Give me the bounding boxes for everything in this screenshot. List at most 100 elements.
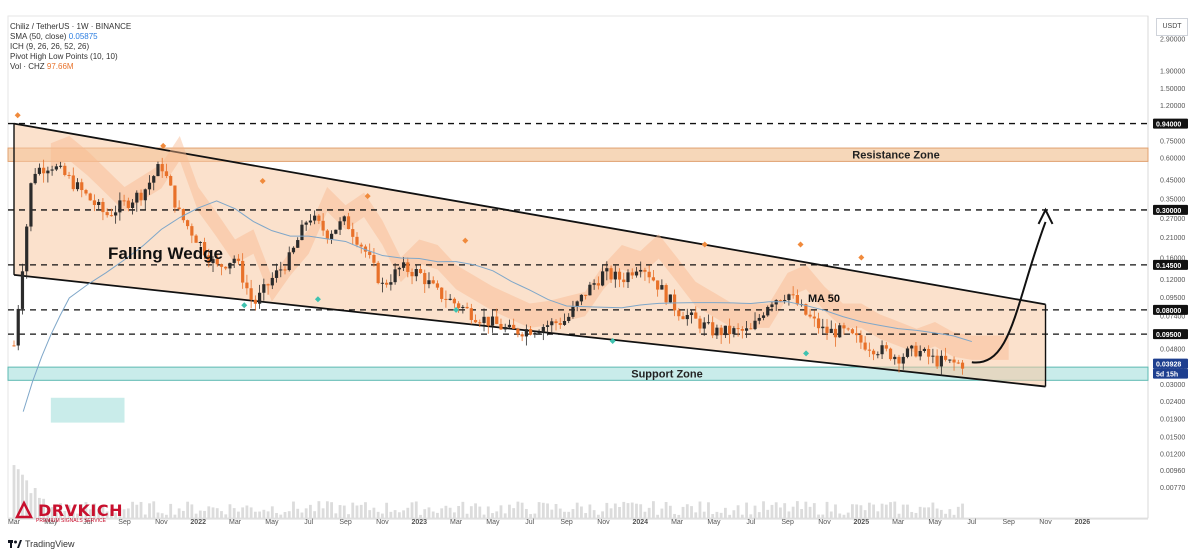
candle-body [169,176,173,186]
volume-bar [867,502,871,518]
volume-bar [118,508,122,518]
volume-bar [465,513,469,518]
volume-bar [571,509,575,518]
volume-bar [503,513,507,518]
volume-bar [67,505,71,518]
volume-bar [372,507,376,518]
currency-label[interactable]: USDT [1156,18,1188,36]
time-tick-label: Mar [671,519,684,526]
candle-body [744,328,749,331]
volume-bar [181,510,185,518]
time-tick-label: Jul [746,519,755,526]
candle-body [901,356,905,364]
candle-body [808,314,812,317]
volume-bar [779,507,782,518]
candle-body [537,332,541,334]
volume-bar [601,511,604,518]
tradingview-footer[interactable]: TradingView [8,539,75,549]
candle-body [698,318,702,329]
candle-body [939,355,943,367]
price-tick-label: 0.04800 [1160,346,1185,353]
volume-bar [770,504,774,518]
volume-bar [313,511,317,518]
pivot-legend[interactable]: Pivot High Low Points (10, 10) [10,52,118,61]
support-zone-label: Support Zone [631,369,703,381]
volume-bar [194,513,198,518]
sma-legend[interactable]: SMA (50, close) 0.05875 [10,32,131,42]
volume-bar [728,514,732,518]
volume-bar [232,508,236,518]
time-tick-label: May [44,519,58,526]
candle-body [473,319,478,323]
volume-bar [927,507,931,518]
candle-body [719,327,723,336]
candle-body [567,316,571,322]
volume-bar [376,511,380,518]
volume-legend[interactable]: Vol · CHZ 97.66M [10,62,131,72]
volume-bar [588,504,592,518]
price-tag-line [1153,259,1188,270]
volume-bar [736,505,740,518]
volume-bar [795,501,799,518]
time-tick-label: Jul [304,519,313,526]
candle-body [960,362,965,369]
support-zone [7,366,1149,381]
volume-value: 97.66M [46,62,74,71]
candle-body [84,190,88,194]
candle-body [833,328,838,338]
volume-bar [609,508,613,518]
candle-body [262,284,266,293]
price-tick-label: 0.12000 [1160,277,1185,284]
volume-bar [321,508,325,518]
candle-body [643,269,647,272]
volume-bar [80,504,84,518]
volume-bar [368,510,372,518]
time-tick-label: May [707,519,721,526]
zones: Resistance Zone Support Zone [7,147,1149,381]
ichimoku-legend[interactable]: ICH (9, 26, 26, 52, 26) [10,42,90,51]
volume-bar [660,508,664,518]
volume-bar [431,511,435,518]
price-tag-line [1153,204,1188,215]
sma-50-line [22,200,972,412]
volume-bar [275,513,278,518]
candle-body [236,258,241,261]
candle-body [740,328,744,331]
pivot-low-marker [314,296,321,303]
price-tick-label: 0.01200 [1160,451,1185,458]
candle-body [380,282,384,284]
candle-body [190,226,194,236]
volume-bar [414,501,418,518]
candle-body [97,201,101,206]
price-tag-line [1153,118,1188,129]
candle-body [918,351,922,357]
candle-body [689,312,694,315]
candle-body [270,277,274,286]
candle-body [778,300,783,302]
time-tick-label: Nov [1039,519,1052,526]
volume-bar [190,504,194,518]
candle-body [12,345,16,347]
price-tag-label: 0.94000 [1156,122,1181,129]
volume-bar [452,512,456,518]
volume-bar [270,506,274,518]
volume-bar [42,498,46,518]
volume-bar [126,508,130,518]
pivot-high-marker [858,254,865,261]
candle-body [198,242,202,244]
candle-body [139,192,143,201]
volume-bar [626,503,630,518]
candle-body [418,269,423,274]
candle-body [571,306,575,317]
volume-bar [143,514,147,518]
volume-bar [203,510,206,518]
price-tag-countdown [1153,368,1188,379]
candle-body [300,224,304,241]
volume-bar [419,514,422,518]
volume-bar [347,514,350,518]
volume-bar [440,508,444,518]
volume-bar [575,502,579,518]
volume-bar [25,480,29,518]
candle-body [67,174,71,176]
